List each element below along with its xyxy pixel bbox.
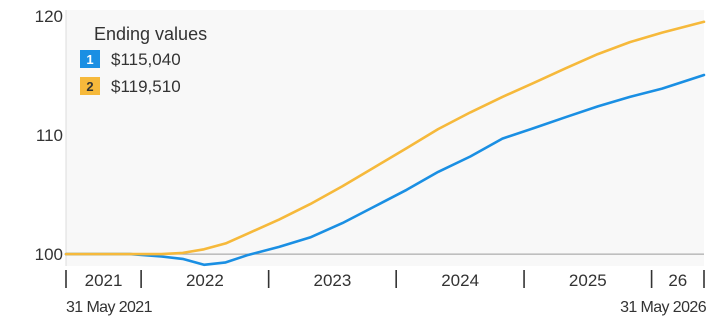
plot-background [66, 10, 704, 266]
x-tick-label: 26 [668, 271, 687, 290]
x-tick-label: 2021 [85, 271, 123, 290]
x-axis: 2021 2022 2023 2024 2025 26 [65, 270, 705, 290]
end-date-label: 31 May 2026 [620, 299, 707, 316]
x-tick-label: 2023 [314, 271, 352, 290]
legend-badge-1-number: 1 [86, 52, 93, 67]
legend-entry-1: 1 $115,040 [80, 50, 181, 69]
series-line-1 [64, 73, 706, 267]
x-tick-label: 2024 [441, 271, 479, 290]
series-layer [64, 20, 706, 267]
y-tick-label: 120 [35, 7, 63, 26]
legend-badge-1 [80, 50, 100, 68]
y-tick-label: 110 [36, 126, 63, 145]
x-tick-label: 2022 [186, 271, 224, 290]
plot-area [65, 10, 704, 266]
legend-entry-2: 2 $119,510 [80, 77, 181, 96]
y-tick-label: 100 [35, 245, 63, 264]
legend-value-1: $115,040 [111, 50, 181, 69]
legend-value-2: $119,510 [111, 77, 181, 96]
legend-badge-2-number: 2 [86, 79, 93, 94]
legend-title: Ending values [94, 24, 207, 44]
x-tick-label: 2025 [569, 271, 607, 290]
series-line-2 [64, 20, 706, 256]
legend: Ending values 1 $115,040 2 $119,510 [80, 24, 207, 96]
legend-badge-2 [80, 77, 100, 95]
start-date-label: 31 May 2021 [66, 299, 153, 316]
